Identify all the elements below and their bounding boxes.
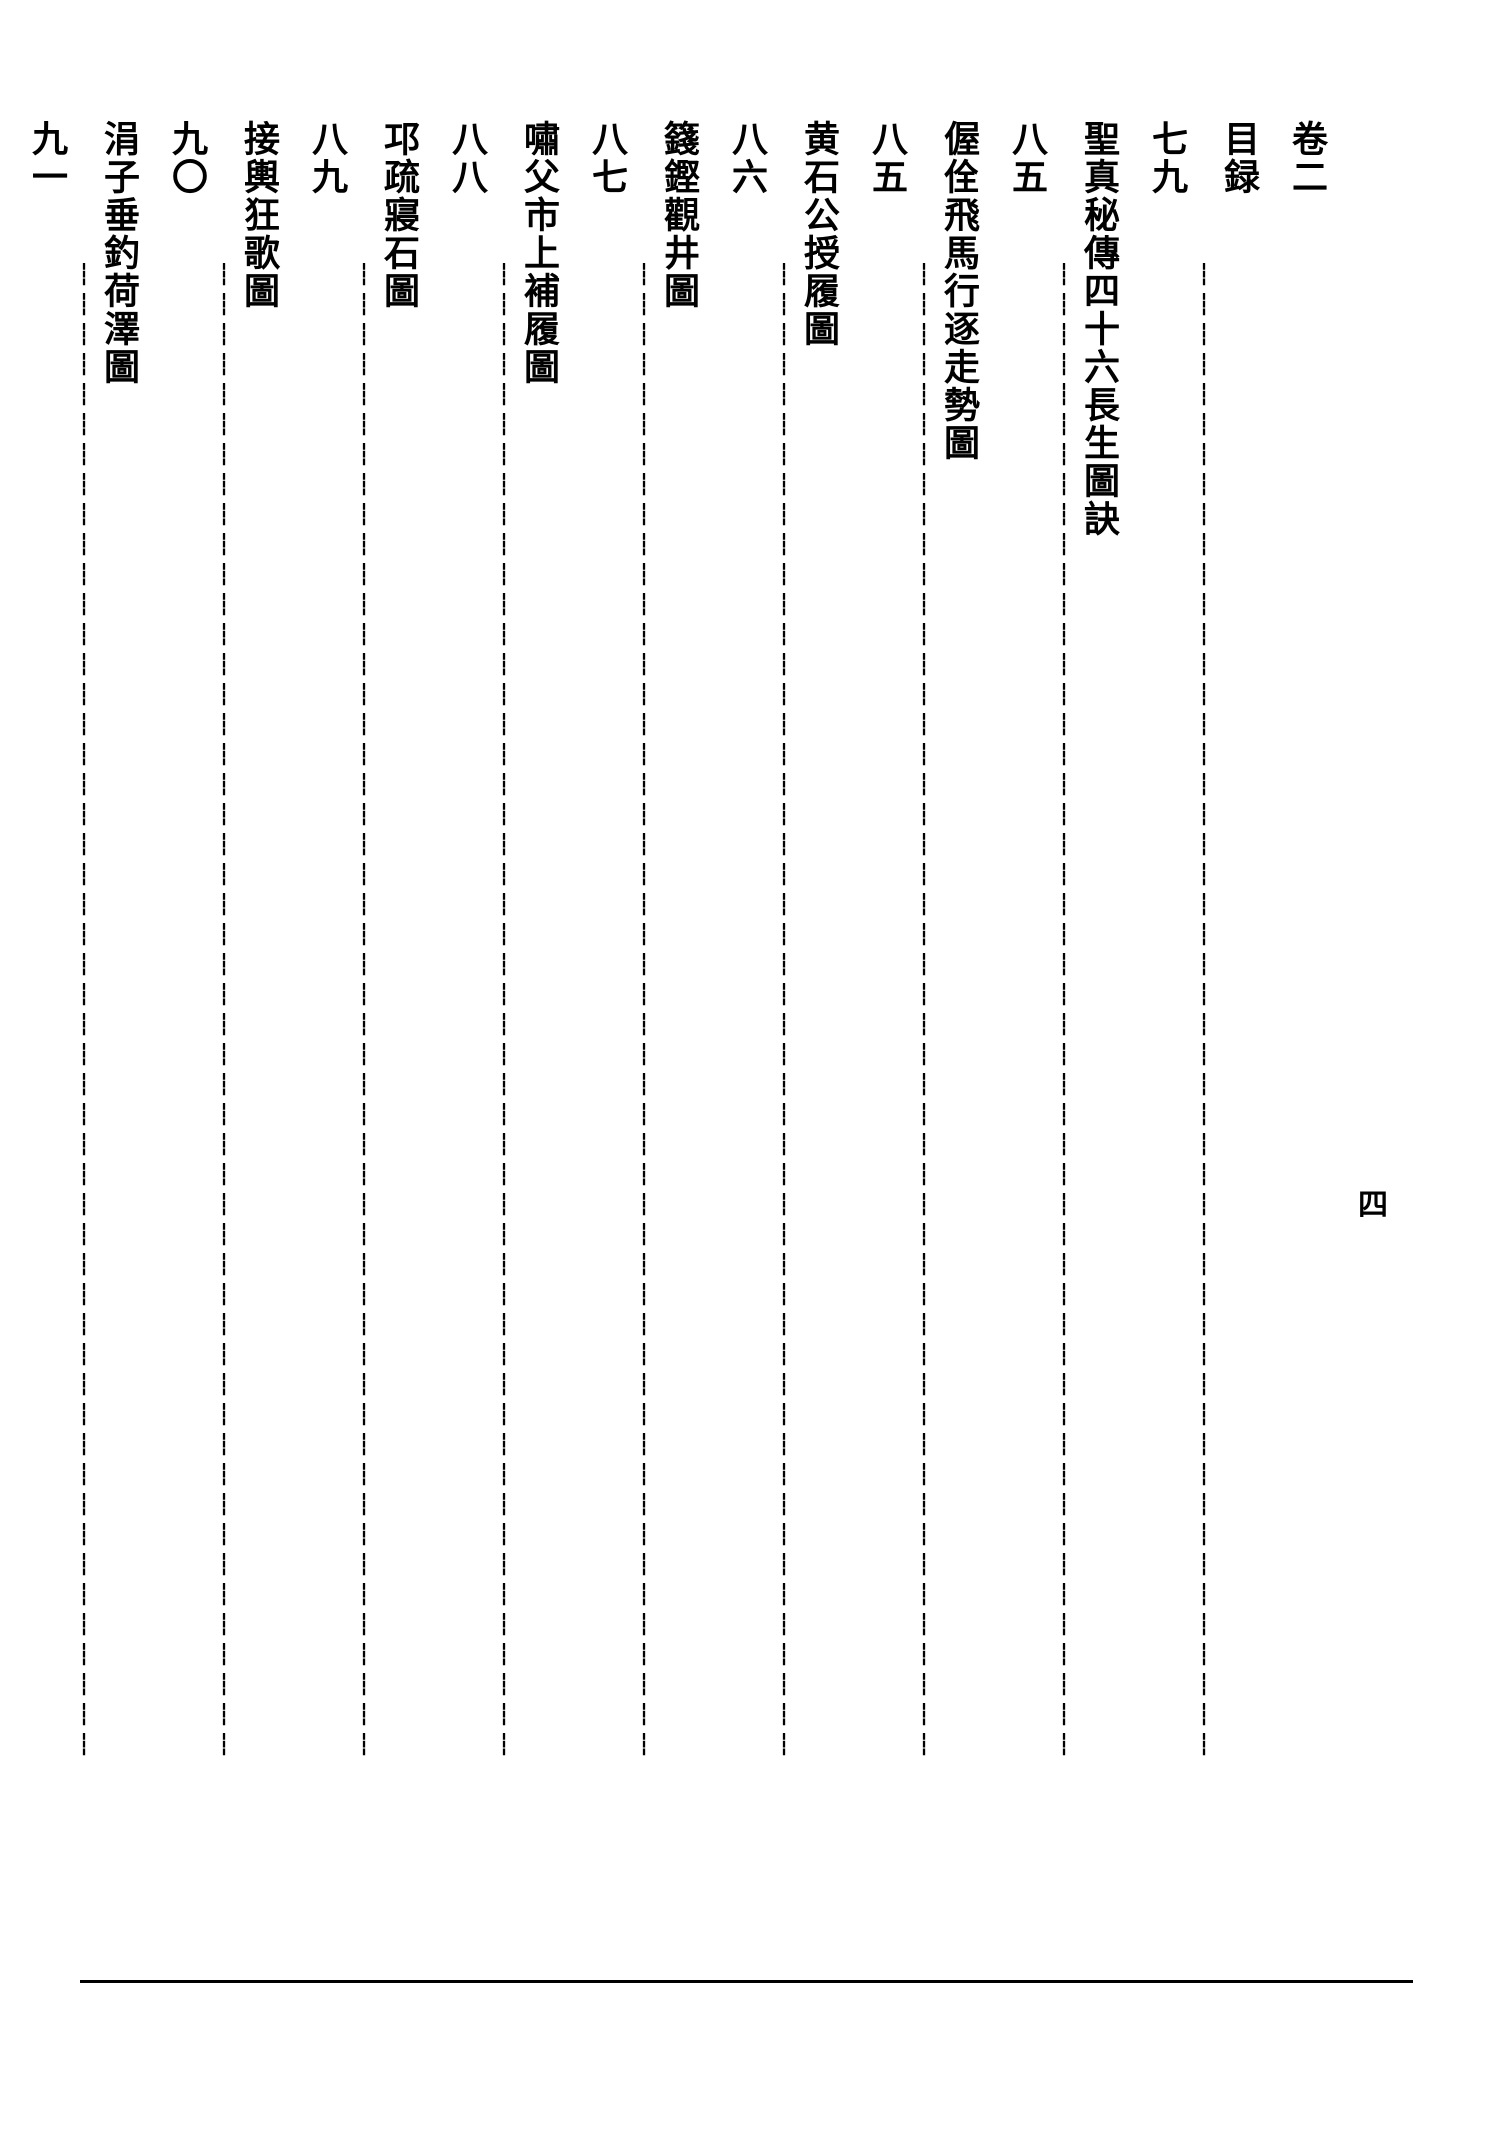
- toc-entry-page: 八五: [1001, 120, 1053, 1903]
- toc-entry: 黄石公授履圖 ┆┆┆┆┆┆┆┆┆┆┆┆┆┆┆┆┆┆┆┆┆┆┆┆┆┆┆┆┆┆┆┆┆…: [721, 120, 845, 1903]
- toc-leader-dots: ┆┆┆┆┆┆┆┆┆┆┆┆┆┆┆┆┆┆┆┆┆┆┆┆┆┆┆┆┆┆┆┆┆┆┆┆┆┆┆┆…: [1193, 120, 1213, 1903]
- toc-container: 卷二 目録 ┆┆┆┆┆┆┆┆┆┆┆┆┆┆┆┆┆┆┆┆┆┆┆┆┆┆┆┆┆┆┆┆┆┆…: [160, 120, 1333, 1903]
- toc-leader-dots: ┆┆┆┆┆┆┆┆┆┆┆┆┆┆┆┆┆┆┆┆┆┆┆┆┆┆┆┆┆┆┆┆┆┆┆┆┆┆┆┆…: [213, 120, 233, 1903]
- toc-leader-dots: ┆┆┆┆┆┆┆┆┆┆┆┆┆┆┆┆┆┆┆┆┆┆┆┆┆┆┆┆┆┆┆┆┆┆┆┆┆┆┆┆…: [633, 120, 653, 1903]
- toc-entry: 嘯父市上補履圖 ┆┆┆┆┆┆┆┆┆┆┆┆┆┆┆┆┆┆┆┆┆┆┆┆┆┆┆┆┆┆┆┆…: [441, 120, 565, 1903]
- toc-entry-page: 九〇: [161, 120, 213, 1903]
- toc-leader-dots: ┆┆┆┆┆┆┆┆┆┆┆┆┆┆┆┆┆┆┆┆┆┆┆┆┆┆┆┆┆┆┆┆┆┆┆┆┆┆┆┆…: [1053, 120, 1073, 1903]
- toc-entry-page: 八九: [301, 120, 353, 1903]
- toc-entry: 容成公静守谷神圖 ┆┆┆┆┆┆┆┆┆┆┆┆┆┆┆┆┆┆┆┆┆┆┆┆┆┆┆┆┆┆┆…: [0, 120, 5, 1903]
- toc-entry-page: 八五: [861, 120, 913, 1903]
- toc-entry: 涓子垂釣荷澤圖 ┆┆┆┆┆┆┆┆┆┆┆┆┆┆┆┆┆┆┆┆┆┆┆┆┆┆┆┆┆┆┆┆…: [21, 120, 145, 1903]
- toc-leader-dots: ┆┆┆┆┆┆┆┆┆┆┆┆┆┆┆┆┆┆┆┆┆┆┆┆┆┆┆┆┆┆┆┆┆┆┆┆┆┆┆┆…: [353, 120, 373, 1903]
- bottom-rule: [80, 1980, 1413, 1983]
- toc-entry-title: 嘯父市上補履圖: [513, 120, 565, 1903]
- toc-entry: 接輿狂歌圖 ┆┆┆┆┆┆┆┆┆┆┆┆┆┆┆┆┆┆┆┆┆┆┆┆┆┆┆┆┆┆┆┆┆┆…: [161, 120, 285, 1903]
- toc-entry-title: 邛疏寢石圖: [373, 120, 425, 1903]
- toc-entry: 偓佺飛馬行逐走勢圖 ┆┆┆┆┆┆┆┆┆┆┆┆┆┆┆┆┆┆┆┆┆┆┆┆┆┆┆┆┆┆…: [861, 120, 985, 1903]
- toc-entry-title: 黄石公授履圖: [793, 120, 845, 1903]
- toc-heading-title: 目録: [1213, 120, 1265, 1903]
- toc-entry-title: 接輿狂歌圖: [233, 120, 285, 1903]
- toc-leader-dots: ┆┆┆┆┆┆┆┆┆┆┆┆┆┆┆┆┆┆┆┆┆┆┆┆┆┆┆┆┆┆┆┆┆┆┆┆┆┆┆┆…: [493, 120, 513, 1903]
- toc-leader-dots: ┆┆┆┆┆┆┆┆┆┆┆┆┆┆┆┆┆┆┆┆┆┆┆┆┆┆┆┆┆┆┆┆┆┆┆┆┆┆┆┆…: [773, 120, 793, 1903]
- toc-entry-title: 籛鏗觀井圖: [653, 120, 705, 1903]
- toc-heading-page: 七九: [1141, 120, 1193, 1903]
- toc-entry: 邛疏寢石圖 ┆┆┆┆┆┆┆┆┆┆┆┆┆┆┆┆┆┆┆┆┆┆┆┆┆┆┆┆┆┆┆┆┆┆…: [301, 120, 425, 1903]
- toc-entry: 籛鏗觀井圖 ┆┆┆┆┆┆┆┆┆┆┆┆┆┆┆┆┆┆┆┆┆┆┆┆┆┆┆┆┆┆┆┆┆┆…: [581, 120, 705, 1903]
- toc-leader-dots: ┆┆┆┆┆┆┆┆┆┆┆┆┆┆┆┆┆┆┆┆┆┆┆┆┆┆┆┆┆┆┆┆┆┆┆┆┆┆┆┆…: [73, 120, 93, 1903]
- toc-entry-title: 涓子垂釣荷澤圖: [93, 120, 145, 1903]
- toc-entry-page: 八六: [721, 120, 773, 1903]
- section-header: 卷二: [1281, 120, 1333, 1903]
- toc-entry-page: 八八: [441, 120, 493, 1903]
- toc-entry-page: 九一: [21, 120, 73, 1903]
- toc-entry: 聖真秘傳四十六長生圖訣 ┆┆┆┆┆┆┆┆┆┆┆┆┆┆┆┆┆┆┆┆┆┆┆┆┆┆┆┆…: [1001, 120, 1125, 1903]
- toc-entry-title: 偓佺飛馬行逐走勢圖: [933, 120, 985, 1903]
- toc-entry-title: 聖真秘傳四十六長生圖訣: [1073, 120, 1125, 1903]
- marginal-page-number: 四: [1358, 1180, 1388, 1224]
- toc-heading-row: 目録 ┆┆┆┆┆┆┆┆┆┆┆┆┆┆┆┆┆┆┆┆┆┆┆┆┆┆┆┆┆┆┆┆┆┆┆┆┆…: [1141, 120, 1265, 1903]
- toc-entry-page: 八七: [581, 120, 633, 1903]
- section-header-text: 卷二: [1287, 120, 1327, 196]
- toc-leader-dots: ┆┆┆┆┆┆┆┆┆┆┆┆┆┆┆┆┆┆┆┆┆┆┆┆┆┆┆┆┆┆┆┆┆┆┆┆┆┆┆┆…: [913, 120, 933, 1903]
- toc-entry-title: 容成公静守谷神圖: [0, 120, 5, 1903]
